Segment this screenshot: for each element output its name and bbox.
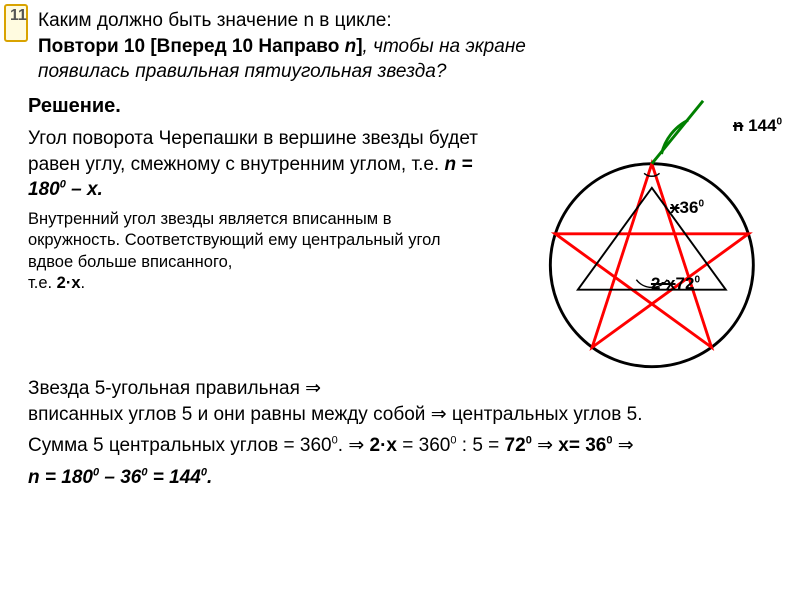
p4-b3: x= 36: [558, 435, 606, 456]
question-text: Каким должно быть значение n в цикле: По…: [38, 8, 782, 85]
label-n-strike: n: [733, 116, 743, 135]
p2-bold: 2·x: [57, 274, 81, 292]
label-36-sup: 0: [698, 198, 704, 209]
p3-a: Звезда 5-угольная правильная ⇒: [28, 378, 321, 399]
paragraph-4: Сумма 5 центральных углов = 3600. ⇒ 2·x …: [28, 433, 782, 459]
p4-m4: ⇒: [532, 435, 558, 456]
label-72: 2·x720: [651, 274, 700, 294]
problem-number-badge: 11: [4, 4, 28, 42]
outer-circle: [550, 164, 753, 367]
label-144-val: 144: [748, 116, 776, 135]
p4-m3: : 5 =: [456, 435, 504, 456]
question-line3: появилась правильная пятиугольная звезда…: [38, 61, 446, 82]
page-root: 11 Каким должно быть значение n в цикле:…: [0, 0, 800, 600]
label-36-val: 36: [680, 198, 699, 217]
label-144: n 1440: [733, 116, 782, 136]
label-36: x360: [670, 198, 704, 218]
f-b: – 36: [99, 467, 141, 488]
question-line1: Каким должно быть значение n в цикле:: [38, 10, 392, 31]
f-c: = 144: [147, 467, 200, 488]
p4-m1: . ⇒: [338, 435, 370, 456]
label-72-val: 72: [676, 274, 695, 293]
paragraph-2: Внутренний угол звезды является вписанны…: [28, 209, 488, 295]
label-2x-strike: 2·x: [651, 274, 676, 293]
p4-m2: = 360: [397, 435, 450, 456]
p1-text: Угол поворота Черепашки в вершине звезды…: [28, 128, 478, 175]
f-d: .: [207, 467, 212, 488]
p4-b2: 72: [505, 435, 526, 456]
left-column: Угол поворота Черепашки в вершине звезды…: [28, 126, 492, 376]
question-line2-rest: , чтобы на экране: [363, 36, 526, 57]
label-144-sup: 0: [776, 116, 782, 127]
star-diagram: [502, 96, 792, 386]
final-line: n = 1800 – 360 = 1440.: [28, 465, 782, 492]
p1-formula-b: – x.: [66, 179, 103, 200]
label-72-sup: 0: [694, 274, 700, 285]
f-a: n = 180: [28, 467, 93, 488]
columns: Угол поворота Черепашки в вершине звезды…: [28, 126, 782, 376]
green-line: [652, 101, 703, 164]
p2-text-c: .: [81, 274, 86, 292]
p4-m5: ⇒: [613, 435, 634, 456]
label-x-strike: x: [670, 198, 679, 217]
p2-text-a: Внутренний угол звезды является вписанны…: [28, 210, 441, 271]
paragraph-1: Угол поворота Черепашки в вершине звезды…: [28, 126, 488, 203]
cmd-pre: Повтори 10 [Вперед 10 Направо: [38, 36, 345, 57]
p3-b: вписанных углов 5 и они равны между собо…: [28, 404, 642, 425]
p4-b1: 2·x: [370, 435, 397, 456]
cmd-var: n: [345, 36, 357, 57]
p2-text-b: т.е.: [28, 274, 57, 292]
p4-pre: Сумма 5 центральных углов = 360: [28, 435, 332, 456]
right-column: n 1440 x360 2·x720: [492, 126, 782, 376]
